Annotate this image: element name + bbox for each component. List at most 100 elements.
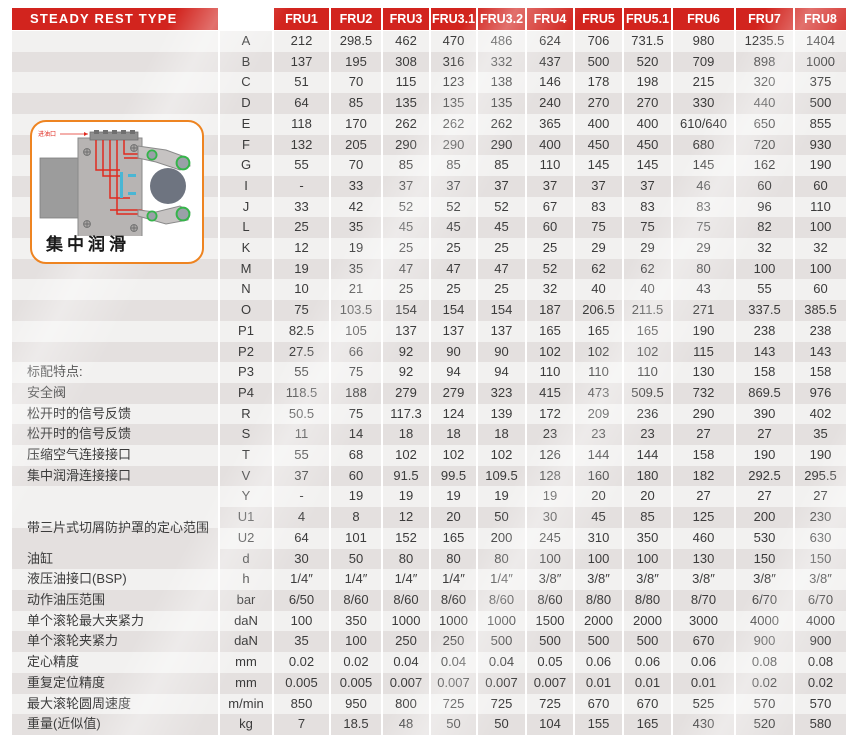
cell: 0.01 [673, 672, 734, 694]
table-row: D 64 85 135 135 135 240 270 270 330 440 500 [12, 93, 846, 114]
cell: 102 [431, 445, 476, 466]
cell: 80 [478, 548, 525, 570]
cell: 2000 [624, 610, 671, 632]
cell: 85 [478, 155, 525, 176]
cell: 190 [795, 445, 846, 466]
cell: 6/50 [274, 589, 329, 611]
row-key: J [220, 196, 272, 218]
cell: 11 [274, 424, 329, 446]
cell: 12 [383, 507, 429, 528]
cell: 900 [795, 631, 846, 653]
cell: 292.5 [736, 465, 793, 487]
cell: 0.005 [331, 672, 381, 694]
cell: 12 [274, 238, 329, 259]
cell: 375 [795, 72, 846, 94]
cell: 102 [383, 445, 429, 466]
row-key: daN [220, 631, 272, 653]
cell: 8/60 [431, 589, 476, 611]
cell: 154 [431, 300, 476, 321]
cell: 290 [383, 134, 429, 156]
cell: 135 [383, 93, 429, 114]
cell: 144 [624, 445, 671, 466]
table-row: 重量(近似值) kg 7 18.5 48 50 50 104 155 165 430 520 580 [12, 714, 846, 735]
row-key: h [220, 569, 272, 590]
cell: 3/8″ [624, 569, 671, 590]
cell: 150 [795, 548, 846, 570]
cell: 94 [431, 362, 476, 383]
column-header: FRU1 [274, 8, 329, 31]
row-key: A [220, 31, 272, 52]
cell: 32 [795, 238, 846, 259]
cell: 80 [673, 258, 734, 280]
cell: 70 [331, 72, 381, 94]
cell: 25 [274, 217, 329, 239]
row-key: mm [220, 652, 272, 673]
cell: 1/4″ [274, 569, 329, 590]
cell: 109.5 [478, 465, 525, 487]
cell: 70 [331, 155, 381, 176]
cell: 20 [431, 507, 476, 528]
cell: 6/70 [795, 589, 846, 611]
cell: 137 [383, 320, 429, 342]
cell: 110 [575, 362, 622, 383]
cell: 500 [478, 631, 525, 653]
cell: 262 [431, 113, 476, 135]
cell: 83 [624, 196, 671, 218]
cell: 52 [383, 196, 429, 218]
cell: 450 [624, 134, 671, 156]
row-key: kg [220, 714, 272, 735]
cell: 45 [575, 507, 622, 528]
cell: 96 [736, 196, 793, 218]
row-label [12, 72, 218, 94]
cell: 238 [795, 320, 846, 342]
cell: 211.5 [624, 300, 671, 321]
row-key: I [220, 175, 272, 197]
cell: 0.04 [478, 652, 525, 673]
row-key: O [220, 300, 272, 321]
table-row: 松开时的信号反馈 R 50.5 75 117.3 124 139 172 209 236 290 39… [12, 403, 846, 425]
cell: 55 [274, 155, 329, 176]
cell: 144 [575, 445, 622, 466]
cell: 1235.5 [736, 31, 793, 52]
cell: 270 [624, 93, 671, 114]
cell: 102 [527, 341, 573, 363]
row-key: G [220, 155, 272, 176]
spec-table: STEADY REST TYPE FRU1 FRU2 FRU3 FRU3.1 FRU3.2… [10, 8, 848, 735]
row-key: P1 [220, 320, 272, 342]
cell: 103.5 [331, 300, 381, 321]
cell: 37 [274, 465, 329, 487]
cell: 1000 [478, 610, 525, 632]
cell: 650 [736, 113, 793, 135]
cell: 187 [527, 300, 573, 321]
row-key: D [220, 93, 272, 114]
cell: 3/8″ [527, 569, 573, 590]
spec-table-body: A 212 298.5 462 470 486 624 706 731.5 980 1235.5 14… [12, 31, 846, 735]
cell: 0.06 [624, 652, 671, 673]
cell: 20 [624, 486, 671, 508]
cell: 18 [478, 424, 525, 446]
cell: 105 [331, 320, 381, 342]
cell: 680 [673, 134, 734, 156]
cell: 165 [624, 714, 671, 735]
row-label: 安全阀 [12, 382, 218, 404]
cell: 130 [673, 362, 734, 383]
cell: 27 [736, 486, 793, 508]
row-key: R [220, 403, 272, 425]
cell: 1/4″ [431, 569, 476, 590]
cell: 52 [478, 196, 525, 218]
cell: 83 [673, 196, 734, 218]
cell: 154 [478, 300, 525, 321]
cell: 8 [331, 507, 381, 528]
cell: 90 [431, 341, 476, 363]
column-header: FRU5.1 [624, 8, 671, 31]
cell: 525 [673, 693, 734, 715]
cell: 400 [575, 113, 622, 135]
table-row: O 75 103.5 154 154 154 187 206.5 211.5 271 337.5 38… [12, 300, 846, 321]
cell: 180 [624, 465, 671, 487]
cell: 500 [575, 631, 622, 653]
header-row: STEADY REST TYPE FRU1 FRU2 FRU3 FRU3.1 FRU3.2… [12, 8, 846, 31]
row-label [12, 93, 218, 114]
cell: 8/60 [478, 589, 525, 611]
column-header: FRU3.2 [478, 8, 525, 31]
row-label: 压缩空气连接接口 [12, 445, 218, 466]
